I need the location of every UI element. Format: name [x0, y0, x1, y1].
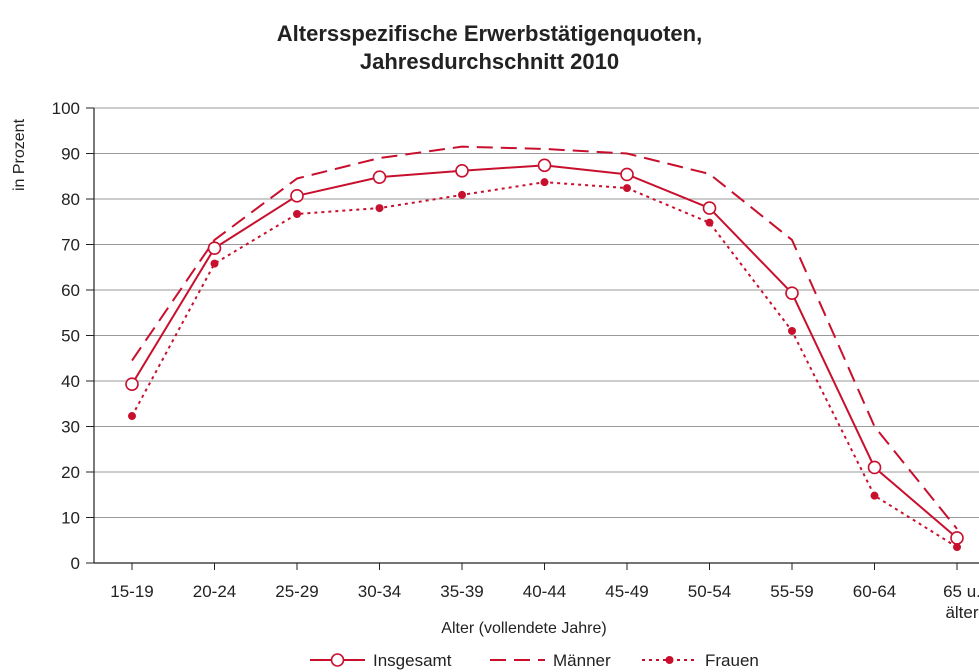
y-tick-label: 0	[71, 554, 80, 573]
data-point-frauen	[375, 204, 384, 213]
data-point-frauen	[870, 491, 879, 500]
chart-title-line1: Altersspezifische Erwerbstätigenquoten,	[276, 21, 703, 46]
y-tick-label: 90	[61, 145, 80, 164]
legend: Insgesamt Männer Frauen	[310, 651, 759, 670]
data-series	[125, 145, 964, 552]
y-tick-label: 60	[61, 281, 80, 300]
y-tick-label: 40	[61, 372, 80, 391]
legend-marker-frauen	[665, 656, 674, 664]
x-tick-labels: 15-19 20-24 25-29 30-34 35-39 40-44 45-49 50-54…	[110, 582, 979, 622]
data-point-insgesamt	[372, 170, 387, 184]
data-point-insgesamt	[537, 158, 552, 173]
x-tick-label: 15-19	[110, 582, 153, 601]
data-point-insgesamt	[867, 460, 882, 475]
chart-title: Altersspezifische Erwerbstätigenquoten, …	[0, 20, 979, 76]
legend-label: Männer	[553, 651, 611, 670]
y-tick-label: 10	[61, 509, 80, 528]
data-point-frauen	[293, 210, 301, 219]
series-line-männer	[131, 145, 958, 530]
x-tick-label: 20-24	[193, 582, 236, 601]
x-tick-label: 55-59	[770, 582, 813, 601]
grid-lines	[86, 107, 979, 564]
data-point-frauen	[705, 218, 714, 227]
x-tick-label: 50-54	[688, 582, 731, 601]
x-tick-label: 40-44	[523, 582, 566, 601]
x-tick-label: 65 u.	[943, 582, 979, 601]
chart-subtitle: Jahresdurchschnitt 2010	[359, 49, 620, 74]
y-tick-label: 50	[61, 327, 80, 346]
y-tick-label: 20	[61, 463, 80, 482]
data-point-insgesamt	[950, 531, 964, 545]
data-point-frauen	[540, 178, 549, 187]
data-point-insgesamt	[785, 286, 799, 300]
series-line-frauen	[131, 181, 958, 548]
data-point-insgesamt	[207, 241, 222, 255]
legend-label: Insgesamt	[373, 651, 452, 670]
y-axis-label: in Prozent	[11, 118, 28, 191]
data-point-frauen	[953, 543, 961, 552]
data-point-frauen	[788, 326, 796, 335]
data-point-insgesamt	[290, 189, 304, 203]
x-tick-label: 60-64	[853, 582, 896, 601]
x-tick-label: 25-29	[275, 582, 318, 601]
y-tick-label: 100	[52, 99, 80, 118]
data-point-insgesamt	[620, 167, 634, 182]
y-tick-labels: 0 10 20 30 40 50 60 70 80 90 100	[52, 99, 80, 573]
data-point-insgesamt	[455, 163, 469, 178]
data-point-insgesamt	[702, 201, 717, 215]
data-point-frauen	[623, 184, 631, 193]
x-tick-label: älter	[945, 603, 978, 622]
data-point-insgesamt	[125, 377, 139, 391]
data-point-frauen	[128, 412, 136, 421]
y-tick-label: 70	[61, 236, 80, 255]
y-tick-label: 80	[61, 190, 80, 209]
y-tick-label: 30	[61, 418, 80, 437]
x-tick-label: 30-34	[358, 582, 401, 601]
legend-label: Frauen	[705, 651, 759, 670]
x-tick-label: 35-39	[440, 582, 483, 601]
x-axis-label: Alter (vollendete Jahre)	[441, 620, 606, 637]
data-point-frauen	[210, 259, 219, 268]
axes	[93, 108, 979, 570]
data-point-frauen	[458, 190, 466, 199]
series-line-insgesamt	[131, 164, 958, 539]
legend-marker-insgesamt	[330, 653, 345, 667]
x-tick-label: 45-49	[605, 582, 648, 601]
